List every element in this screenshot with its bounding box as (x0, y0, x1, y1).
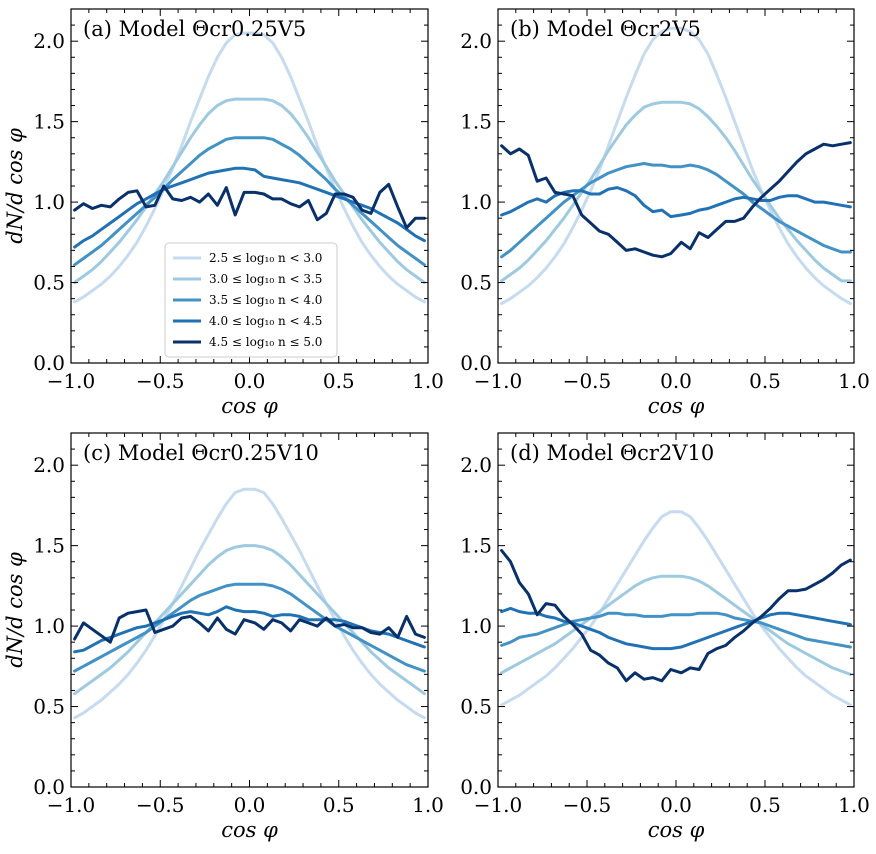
y-tick-label: 0.0 (460, 351, 492, 375)
panel-a: −1.0 −0.5 0.0 0.5 1.0 0.0 0.5 1.0 1.5 2.0 (a) Mode… (3, 8, 444, 418)
x-tick-label: −0.5 (563, 793, 612, 817)
series-line-2 (73, 97, 426, 284)
y-tick-label: 0.0 (33, 775, 65, 799)
y-tick-label: 2.0 (460, 453, 492, 477)
series-line-4 (73, 166, 426, 249)
x-axis-label: cos φ (648, 394, 705, 418)
panel-title: (d) Model Θcr2V10 (510, 441, 714, 465)
y-axis-label: dN/d cos φ (3, 552, 27, 668)
x-tick-label: −0.5 (136, 793, 185, 817)
y-tick-label: 1.5 (460, 110, 492, 134)
legend: 2.5 ≤ log₁₀ n < 3.0 3.0 ≤ log₁₀ n < 3.5 3.… (164, 242, 338, 358)
series-line-2 (73, 544, 426, 696)
x-tick-label: 0.5 (323, 369, 355, 393)
panel-title: (a) Model Θcr0.25V5 (83, 17, 306, 41)
x-axis-label: cos φ (221, 394, 278, 418)
x-tick-label: 0.0 (660, 793, 692, 817)
x-tick-label: 1.0 (838, 369, 870, 393)
x-tick-label: −1.0 (474, 369, 523, 393)
y-tick-label: 0.0 (460, 775, 492, 799)
x-axis-label: cos φ (221, 818, 278, 842)
legend-entry-2: 3.0 ≤ log₁₀ n < 3.5 (209, 272, 322, 286)
y-tick-label: 1.5 (33, 534, 65, 558)
series-line-2 (500, 100, 852, 283)
y-tick-label: 2.0 (33, 453, 65, 477)
x-tick-label: 0.5 (749, 793, 781, 817)
axes-frame (497, 432, 855, 788)
x-tick-label: 1.0 (412, 793, 444, 817)
y-tick-label: 0.5 (33, 271, 65, 295)
y-tick-label: 1.0 (33, 614, 65, 638)
x-tick-label: 1.0 (412, 369, 444, 393)
series-line-3 (500, 611, 852, 649)
series-line-3 (73, 136, 426, 267)
y-tick-label: 0.0 (33, 351, 65, 375)
series-line-5 (500, 549, 852, 683)
legend-entry-1: 2.5 ≤ log₁₀ n < 3.0 (209, 251, 322, 265)
y-tick-label: 1.5 (33, 110, 65, 134)
y-tick-label: 0.5 (460, 695, 492, 719)
series-line-5 (73, 182, 426, 230)
y-tick-label: 0.5 (33, 695, 65, 719)
x-tick-label: 0.0 (660, 369, 692, 393)
x-axis-label: cos φ (648, 818, 705, 842)
panel-c: −1.0 −0.5 0.0 0.5 1.0 0.0 0.5 1.0 1.5 2.0 (c) Mode… (3, 432, 444, 842)
series-line-1 (73, 487, 426, 720)
legend-entry-5: 4.5 ≤ log₁₀ n ≤ 5.0 (209, 335, 322, 349)
series-line-3 (500, 162, 852, 259)
panel-b: −1.0 −0.5 0.0 0.5 1.0 0.0 0.5 1.0 1.5 2.0 (b) Mode… (460, 8, 870, 418)
y-tick-label: 1.5 (460, 534, 492, 558)
x-tick-label: 0.5 (323, 793, 355, 817)
y-tick-label: 1.0 (33, 190, 65, 214)
x-tick-label: −1.0 (474, 793, 523, 817)
y-tick-label: 2.0 (460, 29, 492, 53)
x-tick-label: −1.0 (47, 369, 96, 393)
series-line-1 (73, 31, 426, 304)
y-axis-label: dN/d cos φ (3, 128, 27, 244)
panel-d: −1.0 −0.5 0.0 0.5 1.0 0.0 0.5 1.0 1.5 2.0 (d) Mode… (460, 432, 870, 842)
series-line-3 (73, 582, 426, 673)
series-line-2 (500, 574, 852, 676)
x-tick-label: 1.0 (838, 793, 870, 817)
legend-entry-4: 4.0 ≤ log₁₀ n < 4.5 (209, 314, 322, 328)
series-line-1 (500, 510, 852, 707)
y-tick-label: 1.0 (460, 614, 492, 638)
series-line-1 (500, 26, 852, 305)
series-line-5 (73, 608, 426, 644)
x-tick-label: 0.0 (234, 793, 266, 817)
x-tick-label: 0.0 (234, 369, 266, 393)
y-tick-label: 0.5 (460, 271, 492, 295)
y-tick-label: 2.0 (33, 29, 65, 53)
panel-title: (c) Model Θcr0.25V10 (83, 441, 319, 465)
x-tick-label: −0.5 (136, 369, 185, 393)
x-tick-label: −0.5 (563, 369, 612, 393)
x-tick-label: −1.0 (47, 793, 96, 817)
axes-frame (70, 432, 429, 788)
series-line-4 (500, 606, 852, 651)
panel-title: (b) Model Θcr2V5 (510, 17, 701, 41)
legend-box (164, 242, 338, 358)
series-line-5 (500, 141, 852, 259)
legend-entry-3: 3.5 ≤ log₁₀ n < 4.0 (209, 293, 322, 307)
x-tick-label: 0.5 (749, 369, 781, 393)
y-tick-label: 1.0 (460, 190, 492, 214)
